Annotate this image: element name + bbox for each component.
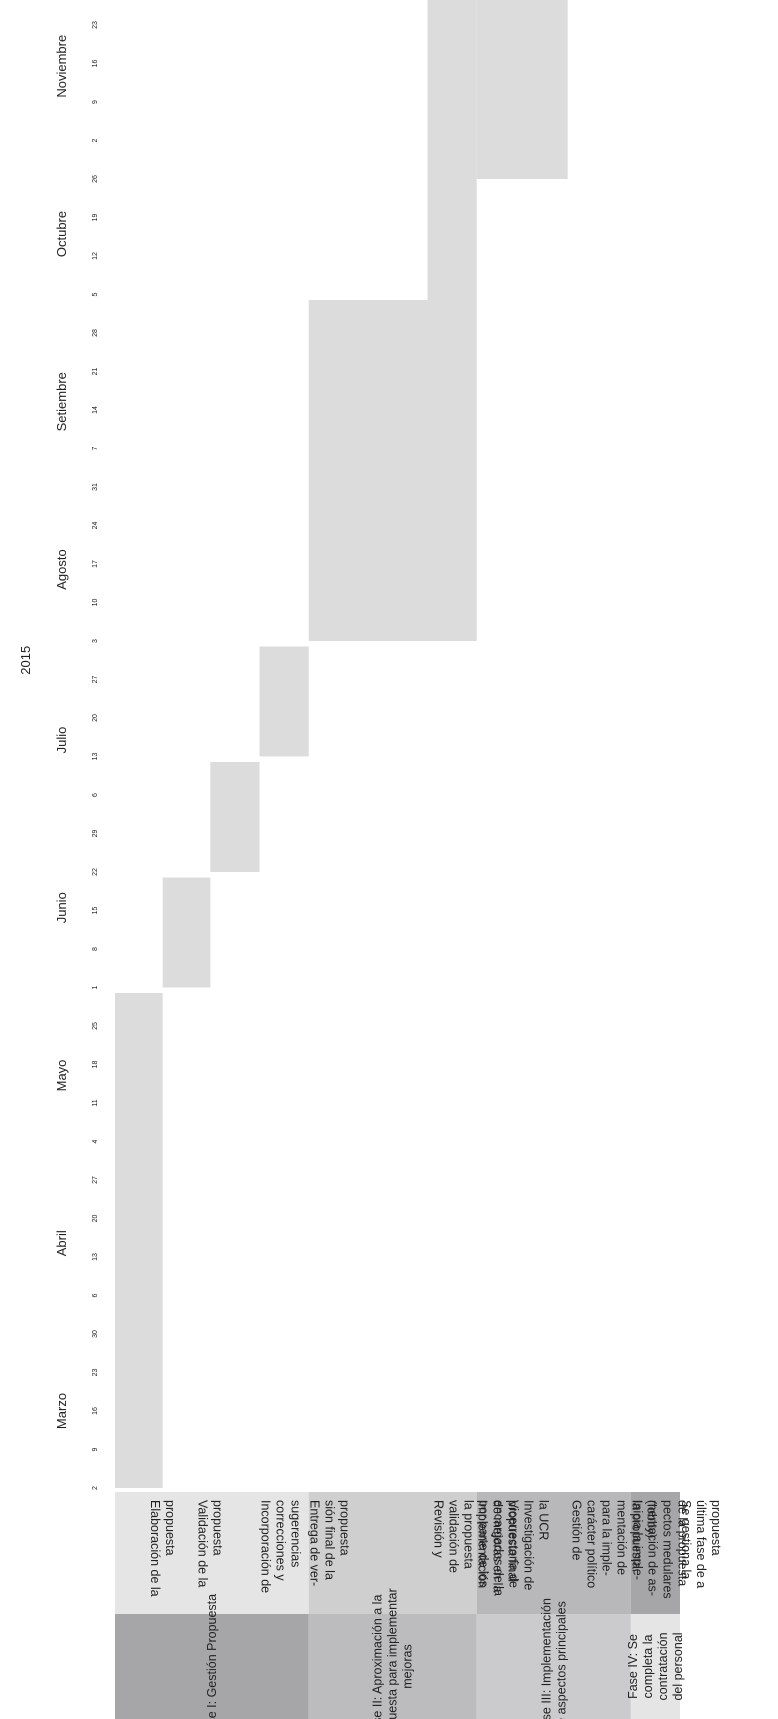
week-tick: 17 [92,560,99,568]
gantt-bar [259,646,309,757]
week-tick: 9 [92,1447,99,1451]
week-tick: 19 [92,214,99,222]
week-tick: 2 [92,1486,99,1490]
week-tick: 13 [92,753,99,761]
year-label: 2015 [18,646,33,675]
week-tick: 27 [92,676,99,684]
phase-label: Fase II: Aproximación a lapropuesta para… [371,1588,415,1719]
phase-task-band [630,1492,680,1614]
month-label: Octubre [54,211,69,257]
week-tick: 23 [92,1369,99,1377]
gantt-bar [427,0,477,641]
gantt-bar [162,877,211,988]
task-label: Elaboración de lapropuesta [148,1500,177,1597]
week-tick: 7 [92,446,99,450]
phase-band [115,1614,309,1719]
month-label: Marzo [54,1393,69,1429]
week-tick: 14 [92,406,99,414]
week-tick: 24 [92,522,99,530]
week-tick: 18 [92,1061,99,1069]
week-tick: 27 [92,1176,99,1184]
phase-band [630,1614,680,1719]
phase-label: Fase I: Gestión Propuesta [205,1594,219,1719]
week-tick: 12 [92,252,99,260]
task-label: Gestión decarácter políticopara la imple… [570,1500,659,1588]
gantt-bar [210,762,260,872]
week-tick: 31 [92,483,99,491]
task-label: Validación de lapropuesta [196,1500,225,1587]
task-label: Se gestiona laúltima fase de apropuesta [679,1500,723,1588]
task-label: Revisión yvalidación dela propuestapor p… [432,1500,551,1596]
week-tick: 11 [92,1099,99,1106]
week-tick: 4 [92,1139,99,1143]
week-tick: 1 [92,985,99,989]
month-label: Noviembre [54,35,69,98]
task-label: Inicia la imple-mentación de as-pectos m… [631,1500,690,1599]
task-label: Incorporación decorrecciones ysugerencia… [258,1500,302,1593]
task-label: Implementaciónde mejoras en lapropuesta … [476,1500,520,1592]
month-label: Agosto [54,549,69,589]
phase-label: Fase IV: Secompleta lacontratacióndel pe… [626,1632,685,1700]
week-tick: 20 [92,1215,99,1223]
week-tick: 21 [92,368,99,376]
week-tick: 16 [92,60,99,68]
week-tick: 25 [92,1022,99,1030]
phase-task-band [115,1492,309,1614]
week-tick: 10 [92,599,99,607]
week-tick: 29 [92,830,99,838]
month-label: Julio [54,727,69,754]
week-tick: 30 [92,1330,99,1338]
week-tick: 26 [92,175,99,183]
month-label: Junio [54,892,69,923]
week-tick: 8 [92,947,99,951]
week-tick: 13 [92,1253,99,1261]
week-tick: 16 [92,1407,99,1415]
week-tick: 20 [92,714,99,722]
phase-band [476,1614,631,1719]
gantt-bar [308,300,428,641]
week-tick: 6 [92,1293,99,1297]
month-label: Setiembre [54,372,69,431]
week-tick: 15 [92,907,99,915]
gantt-bar [476,0,568,179]
week-tick: 5 [92,292,99,296]
gantt-bar [115,993,163,1488]
month-label: Abril [54,1230,69,1256]
week-tick: 22 [92,868,99,876]
phase-band [308,1614,477,1719]
week-tick: 3 [92,639,99,643]
week-tick: 2 [92,138,99,142]
phase-label: Fase III: Implementaciónde aspectos prin… [539,1598,568,1719]
task-label: Entrega de ver-sión final de lapropuesta [308,1500,352,1586]
phase-task-band [476,1492,631,1614]
week-tick: 6 [92,793,99,797]
month-label: Mayo [54,1060,69,1092]
week-tick: 23 [92,21,99,29]
phase-task-band [308,1492,477,1614]
week-tick: 28 [92,329,99,337]
week-tick: 9 [92,100,99,104]
